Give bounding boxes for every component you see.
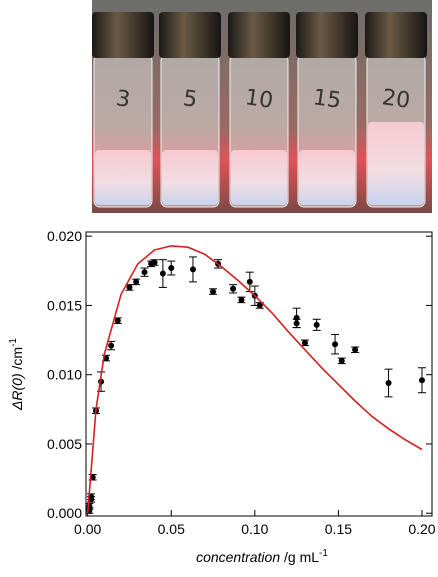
data-point (332, 341, 339, 348)
y-tick-label: 0.015 (47, 297, 82, 313)
plot-frame (85, 231, 433, 517)
data-point (189, 266, 196, 273)
data-point (151, 259, 158, 266)
vial-label: 5 (181, 86, 198, 113)
vial-cap (159, 12, 221, 58)
vial: 5 (159, 12, 221, 208)
data-point (301, 339, 308, 346)
x-axis-label: concentration /g mL-1 (196, 548, 328, 565)
data-point (168, 265, 175, 272)
data-point (313, 321, 320, 328)
data-point (385, 380, 392, 387)
y-tick-label: 0.000 (47, 505, 82, 521)
x-axis-label-main: concentration (196, 549, 280, 565)
data-point (86, 503, 93, 510)
vial-cap (365, 12, 427, 58)
x-tick-label: 0.00 (74, 521, 101, 537)
data-point (418, 377, 425, 384)
data-point (159, 270, 166, 277)
data-point (114, 317, 121, 324)
vial-label: 20 (380, 85, 411, 114)
vial-cap (228, 12, 290, 58)
data-point (256, 302, 263, 309)
y-tick-label: 0.010 (47, 367, 82, 383)
data-point (246, 278, 253, 285)
y-tick-label: 0.020 (47, 228, 82, 244)
data-point (238, 296, 245, 303)
x-tick-label: 0.15 (325, 521, 352, 537)
fit-curve (86, 245, 423, 514)
vial-liquid (162, 150, 218, 205)
vial-liquid (368, 122, 424, 205)
data-point (210, 288, 217, 295)
vial-liquid (299, 150, 355, 205)
x-tick-label: 0.20 (408, 521, 435, 537)
x-tick-label: 0.10 (241, 521, 268, 537)
photo: 3 5 10 15 20 (92, 0, 432, 213)
data-point (126, 284, 133, 291)
y-axis-label-exp: -1 (8, 338, 19, 347)
vial-label: 3 (114, 86, 131, 113)
y-axis-label-main: ΔR(0) (9, 373, 25, 411)
y-tick-label: 0.005 (47, 436, 82, 452)
vials: 3 5 10 15 20 (92, 12, 427, 208)
x-tick-label: 0.05 (158, 521, 185, 537)
data-point (230, 285, 237, 292)
vial: 20 (365, 12, 427, 208)
vial-liquid (231, 150, 287, 205)
x-axis-label-exp: -1 (319, 548, 328, 559)
data-point (108, 342, 115, 349)
vial: 15 (296, 12, 358, 208)
vial-cap (92, 12, 154, 58)
vial-liquid (95, 150, 151, 205)
data-point (133, 278, 140, 285)
data-point (352, 346, 359, 353)
vial-label: 10 (243, 85, 274, 114)
vial-cap (296, 12, 358, 58)
vial: 3 (92, 12, 154, 208)
vial-label: 15 (311, 85, 342, 114)
x-axis-label-unit: /g mL (280, 549, 319, 565)
data-point (338, 357, 345, 364)
chart: 0.000 0.005 0.010 0.015 0.020 0.00 0.05 0.10 0.1… (8, 228, 436, 565)
y-axis-label-unit: /cm (9, 347, 25, 373)
vial: 10 (228, 12, 290, 208)
y-axis-label: ΔR(0) /cm-1 (8, 338, 25, 411)
data-point (293, 320, 300, 327)
data-point (141, 269, 148, 276)
